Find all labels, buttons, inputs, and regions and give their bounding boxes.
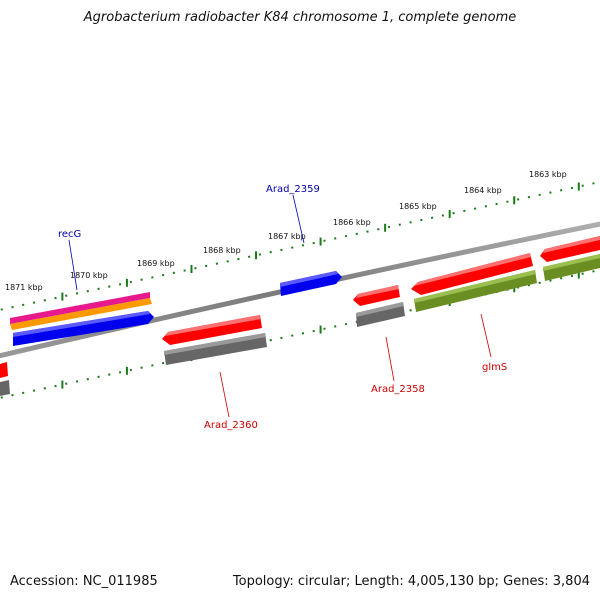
outer-ruler [0,181,600,311]
feature-arad2360-cds[interactable] [162,315,262,345]
ruler-label: 1867 kbp [268,232,306,241]
gene-label-arad2358[interactable]: Arad_2358 [371,336,425,395]
feature-glmS-cds[interactable] [411,253,533,295]
gene-label-recG[interactable]: recG [58,229,81,291]
gene-label-text: recG [58,229,81,240]
ruler-label: 1869 kbp [137,259,175,268]
accession-text: Accession: NC_011985 [10,574,158,589]
feature-arad2359-cds[interactable] [280,271,342,296]
gene-label-text: glmS [482,362,507,373]
ruler-label: 1868 kbp [203,246,241,255]
gene-label-text: Arad_2359 [266,184,320,195]
gene-label-arad2359[interactable]: Arad_2359 [266,184,320,244]
gene-label-text: Arad_2358 [371,384,425,395]
gene-label-arad2360[interactable]: Arad_2360 [204,371,258,431]
feature-arad2358-gene[interactable] [356,302,405,327]
feature-right-gene[interactable] [543,254,600,281]
outer-ruler-line [0,181,600,311]
feature-arad2360-gene[interactable] [164,333,267,365]
feature-right-cds[interactable] [540,236,600,262]
genome-title: Agrobacterium radiobacter K84 chromosome… [83,10,517,25]
feature-left-cds[interactable] [0,362,8,378]
ruler-labels: 1871 kbp 1870 kbp 1869 kbp 1868 kbp 1867… [5,170,567,292]
ruler-label: 1863 kbp [529,170,567,179]
ruler-label: 1866 kbp [333,218,371,227]
feature-glmS-gene[interactable] [414,270,537,312]
feature-arad2358-cds[interactable] [353,285,400,306]
feature-left-gene[interactable] [0,380,10,396]
ruler-label: 1864 kbp [464,186,502,195]
feature-magenta[interactable] [10,292,150,324]
feature-recG-cds[interactable] [13,311,154,346]
feature-orange[interactable] [10,298,152,330]
genome-summary-text: Topology: circular; Length: 4,005,130 bp… [232,574,590,589]
ruler-label: 1871 kbp [5,283,43,292]
ruler-label: 1865 kbp [399,202,437,211]
gene-label-text: Arad_2360 [204,420,258,431]
ruler-label: 1870 kbp [70,271,108,280]
gene-label-glmS[interactable]: glmS [480,313,507,373]
